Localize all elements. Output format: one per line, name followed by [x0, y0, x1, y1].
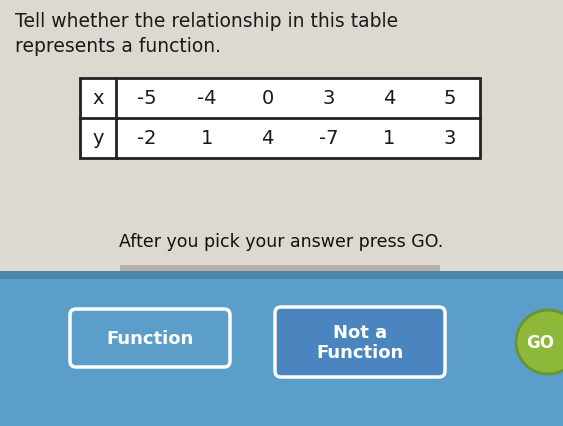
- Text: x: x: [92, 89, 104, 108]
- Text: 3: 3: [444, 129, 456, 148]
- Bar: [0, 271, 563, 426]
- Bar: [80, 79, 480, 158]
- Bar: [0, 271, 563, 279]
- Text: y: y: [92, 129, 104, 148]
- Text: 4: 4: [261, 129, 274, 148]
- Ellipse shape: [516, 310, 563, 374]
- Text: 0: 0: [262, 89, 274, 108]
- FancyBboxPatch shape: [70, 309, 230, 367]
- Text: 1: 1: [383, 129, 395, 148]
- Text: 3: 3: [322, 89, 334, 108]
- Text: Tell whether the relationship in this table: Tell whether the relationship in this ta…: [15, 12, 398, 31]
- Text: 1: 1: [201, 129, 213, 148]
- Text: Function: Function: [106, 329, 194, 347]
- Text: 5: 5: [444, 89, 456, 108]
- Bar: [120, 265, 440, 271]
- Text: 4: 4: [383, 89, 395, 108]
- Text: -2: -2: [137, 129, 156, 148]
- Text: Function: Function: [316, 343, 404, 361]
- Text: represents a function.: represents a function.: [15, 37, 221, 56]
- Text: -4: -4: [197, 89, 217, 108]
- Text: -5: -5: [136, 89, 156, 108]
- Text: Not a: Not a: [333, 323, 387, 341]
- Text: After you pick your answer press GO.: After you pick your answer press GO.: [119, 233, 443, 250]
- Text: -7: -7: [319, 129, 338, 148]
- Text: GO: GO: [526, 333, 554, 351]
- FancyBboxPatch shape: [275, 307, 445, 377]
